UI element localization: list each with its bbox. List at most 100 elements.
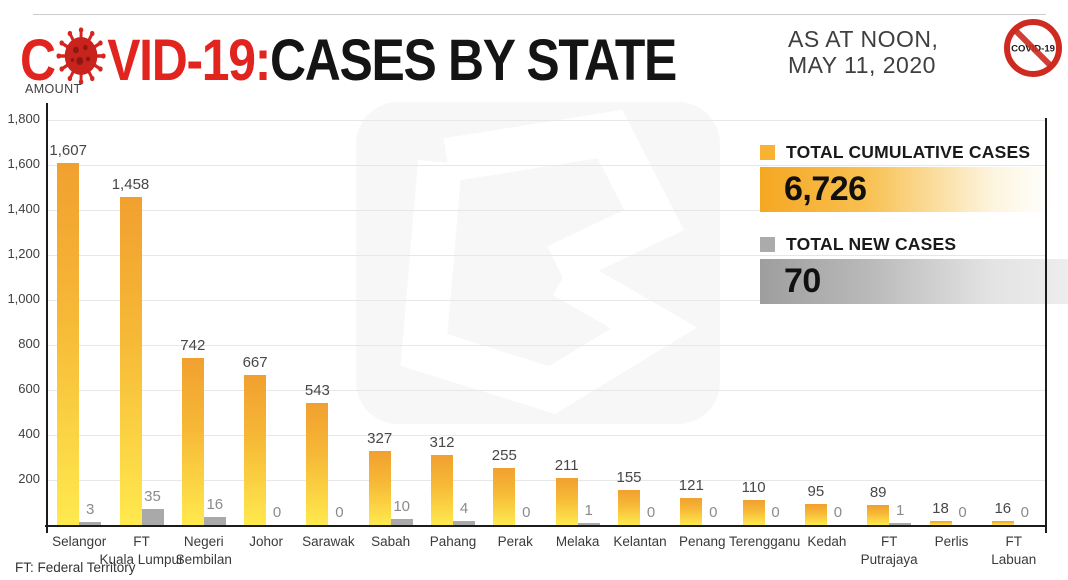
footnote: FT: Federal Territory (15, 560, 136, 575)
gridline (48, 300, 1045, 301)
new-value-sabah: 10 (393, 498, 411, 515)
y-tick-label: 1,600 (7, 156, 40, 171)
gridline (48, 480, 1045, 481)
bar-new-ft-kuala-lumpur (141, 509, 164, 525)
new-value-pahang: 4 (459, 500, 469, 518)
timestamp-line1: AS AT NOON, (788, 26, 939, 52)
bar-new-melaka (577, 522, 600, 525)
new-value-ft-kuala-lumpur: 35 (144, 488, 161, 505)
new-swatch-icon (760, 236, 775, 252)
bar-cumulative-kelantan (618, 490, 640, 525)
gridline (48, 210, 1045, 211)
legend-row-cumulative: TOTAL CUMULATIVE CASES (760, 141, 1068, 162)
x-axis-label-terengganu: Terengganu (728, 534, 801, 549)
x-axis-label-johor: Johor (249, 534, 283, 549)
cumulative-value-sabah: 327 (367, 430, 393, 448)
new-value-perak: 0 (522, 504, 531, 521)
bar-cumulative-johor (244, 374, 267, 525)
cumulative-total-banner: 6,726 (760, 167, 1068, 212)
cumulative-label: TOTAL CUMULATIVE CASES (786, 141, 1031, 162)
x-axis-label-melaka: Melaka (555, 534, 600, 549)
virus-icon (56, 27, 106, 85)
y-tick-label: 1,200 (7, 246, 40, 261)
new-value-johor: 0 (272, 504, 282, 521)
title-covid-c: C (20, 28, 56, 93)
cumulative-value-perak: 255 (491, 446, 517, 464)
new-value-terengganu: 0 (771, 504, 780, 521)
cumulative-value-penang: 121 (678, 476, 704, 494)
cumulative-value-johor: 667 (242, 353, 268, 371)
legend-row-new: TOTAL NEW CASES (760, 233, 1068, 254)
new-value-ft-putrajaya: 1 (896, 501, 905, 519)
x-axis-line (45, 525, 1047, 527)
legend: TOTAL CUMULATIVE CASES 6,726 TOTAL NEW C… (760, 141, 1068, 304)
x-axis-label-pahang: Pahang (429, 534, 477, 549)
cumulative-value-pahang: 312 (429, 433, 455, 451)
y-tick-label: 1,000 (7, 291, 40, 306)
y-tick-label: 800 (18, 336, 40, 351)
new-label: TOTAL NEW CASES (786, 233, 957, 254)
new-value-sarawak: 0 (335, 504, 344, 521)
y-axis-title: AMOUNT (25, 82, 82, 96)
cumulative-total-value: 6,726 (784, 170, 867, 208)
cumulative-value-sarawak: 543 (304, 381, 330, 399)
y-tick-label: 400 (18, 426, 40, 441)
bar-new-ft-putrajaya (889, 522, 912, 525)
x-axis-label-selangor: Selangor (52, 534, 107, 549)
x-axis-label-kelantan: Kelantan (613, 534, 667, 549)
x-axis-label-ft-putrajaya: FT Putrajaya (860, 534, 918, 567)
x-axis-label-negeri-sembilan: Negeri Sembilan (175, 534, 232, 567)
new-value-selangor: 3 (86, 500, 95, 518)
new-value-kedah: 0 (833, 504, 843, 521)
bar-cumulative-negeri-sembilan (181, 358, 204, 525)
cumulative-value-ft-labuan: 16 (994, 500, 1012, 518)
x-axis-label-sarawak: Sarawak (302, 534, 355, 549)
watermark-logo (352, 98, 724, 433)
new-value-ft-labuan: 0 (1020, 504, 1029, 521)
timestamp-line2: MAY 11, 2020 (788, 52, 936, 78)
x-axis-label-penang: Penang (679, 534, 726, 549)
cumulative-value-ft-kuala-lumpur: 1,458 (111, 175, 150, 193)
new-value-perlis: 0 (958, 504, 967, 521)
bar-cumulative-ft-labuan (991, 521, 1014, 525)
cumulative-value-kedah: 95 (807, 482, 825, 500)
plot-right-border (1045, 118, 1047, 533)
gridline (48, 255, 1045, 256)
title-covid-rest: VID-19: (107, 28, 271, 93)
bar-cumulative-sabah (368, 451, 391, 525)
bar-cumulative-terengganu (742, 500, 765, 526)
cumulative-value-ft-putrajaya: 89 (869, 484, 887, 501)
y-tick-label: 1,800 (7, 111, 40, 126)
bar-cumulative-selangor (57, 163, 80, 525)
new-value-negeri-sembilan: 16 (206, 495, 224, 513)
gridline (48, 345, 1045, 346)
cumulative-value-negeri-sembilan: 742 (180, 337, 206, 354)
cumulative-value-perlis: 18 (932, 500, 949, 517)
new-total-banner: 70 (760, 259, 1068, 304)
bar-cumulative-melaka (555, 477, 578, 525)
cumulative-value-selangor: 1,607 (49, 142, 87, 160)
page-title: C VID-19:CASES BY STATE (20, 16, 677, 93)
gridline (48, 165, 1045, 166)
timestamp: AS AT NOON, MAY 11, 2020 (788, 26, 938, 78)
new-total-value: 70 (784, 262, 821, 300)
no-covid-badge-icon: COVID-19 (1002, 17, 1064, 79)
bar-new-sabah (390, 519, 413, 525)
x-axis-label-sabah: Sabah (371, 534, 411, 549)
bar-cumulative-ft-kuala-lumpur (119, 196, 142, 525)
bar-cumulative-ft-putrajaya (867, 505, 890, 525)
y-tick-label: 1,400 (7, 201, 40, 216)
y-axis-line (46, 103, 48, 533)
x-axis-label-ft-kuala-lumpur: FT Kuala Lumpur (99, 534, 184, 567)
bar-new-selangor (79, 521, 102, 525)
bar-cumulative-pahang (431, 454, 453, 525)
y-tick-label: 600 (18, 381, 40, 396)
title-covid: C VID-19: (20, 27, 271, 93)
top-divider (33, 14, 1046, 15)
title-main: CASES BY STATE (270, 28, 677, 93)
cumulative-value-terengganu: 110 (741, 479, 766, 497)
bar-cumulative-kedah (804, 503, 827, 525)
bar-new-negeri-sembilan (203, 516, 226, 525)
